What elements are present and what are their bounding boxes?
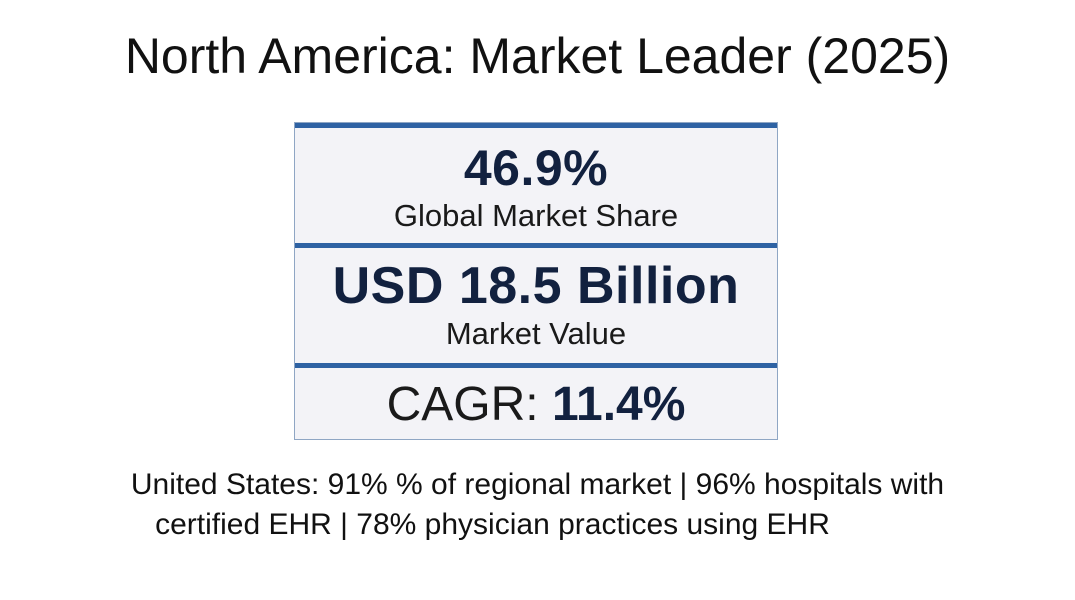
stat-cagr: CAGR: 11.4% [295, 363, 777, 441]
cagr-label: CAGR: [386, 378, 552, 431]
market-share-value: 46.9% [463, 140, 609, 196]
stat-market-value: USD 18.5 Billion Market Value [295, 243, 777, 363]
market-share-label: Global Market Share [393, 198, 679, 233]
cagr-line: CAGR: 11.4% [295, 375, 777, 435]
stat-market-share: 46.9% Global Market Share [295, 123, 777, 244]
stats-panel: 46.9% Global Market Share USD 18.5 Billi… [294, 122, 778, 440]
market-value-label: Market Value [445, 316, 627, 351]
footnote-line-1: United States: 91% % of regional market … [130, 468, 945, 501]
cagr-value: 11.4% [551, 378, 686, 431]
market-value-amount: USD 18.5 Billion [332, 257, 740, 315]
slide-title: North America: Market Leader (2025) [124, 28, 951, 84]
footnote-line-2: certified EHR | 78% physician practices … [155, 508, 830, 541]
footnote: United States: 91% % of regional market … [0, 465, 1075, 545]
